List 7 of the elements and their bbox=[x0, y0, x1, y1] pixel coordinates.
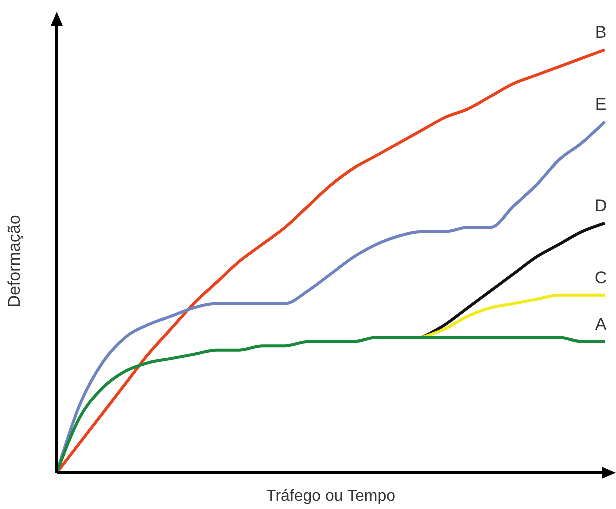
series-label: D bbox=[594, 196, 608, 216]
x-axis-title: Tráfego ou Tempo bbox=[266, 488, 396, 505]
y-axis-title: Deformação bbox=[5, 215, 24, 308]
series-label: E bbox=[595, 94, 607, 114]
series-label: A bbox=[595, 314, 608, 334]
series-label: C bbox=[594, 268, 608, 288]
series-label: B bbox=[595, 23, 607, 42]
